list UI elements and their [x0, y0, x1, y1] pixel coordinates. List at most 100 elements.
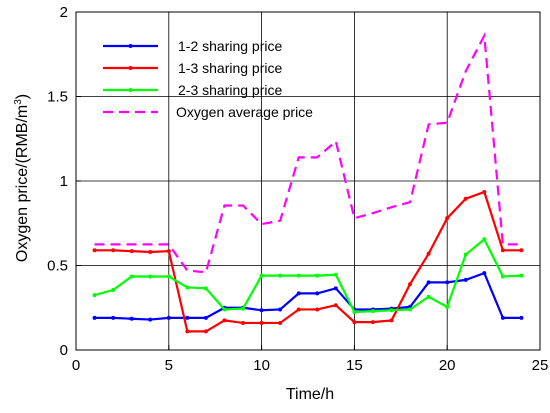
series-3 — [92, 237, 524, 314]
legend-label: 1-3 sharing price — [178, 60, 282, 76]
series-1 — [92, 271, 524, 322]
data-point — [278, 307, 283, 312]
data-point — [333, 272, 338, 277]
data-point — [445, 304, 450, 309]
data-point — [129, 274, 134, 279]
y-tick-label: 2 — [60, 4, 68, 21]
legend-marker — [128, 44, 133, 48]
data-point — [222, 318, 227, 323]
data-point — [315, 307, 320, 312]
series-line — [94, 237, 522, 314]
data-point — [445, 216, 450, 221]
data-point — [278, 273, 283, 278]
data-point — [370, 320, 375, 325]
series-group — [92, 31, 524, 334]
data-point — [408, 282, 413, 287]
data-point — [296, 291, 301, 296]
data-point — [203, 329, 208, 334]
legend-item: 1-3 sharing price — [103, 60, 282, 76]
data-point — [519, 273, 524, 278]
data-point — [426, 294, 431, 299]
legend-marker — [128, 88, 133, 92]
data-point — [389, 318, 394, 323]
data-point — [333, 303, 338, 308]
data-point — [333, 286, 338, 291]
data-point — [185, 329, 190, 334]
series-4 — [94, 31, 522, 274]
data-point — [463, 277, 468, 282]
legend-label: Oxygen average price — [176, 104, 313, 120]
data-point — [408, 307, 413, 312]
data-point — [463, 196, 468, 201]
x-axis-label: Time/h — [286, 386, 334, 403]
data-point — [92, 248, 97, 253]
series-2 — [92, 189, 524, 334]
x-tick-label: 10 — [253, 357, 270, 374]
data-point — [203, 315, 208, 320]
data-point — [148, 317, 153, 322]
data-point — [482, 189, 487, 194]
data-point — [426, 280, 431, 285]
y-axis-label-superscript: 3 — [13, 99, 24, 105]
data-point — [352, 320, 357, 325]
x-tick-label: 15 — [346, 357, 363, 374]
data-point — [166, 249, 171, 254]
legend-label: 1-2 sharing price — [178, 38, 282, 54]
data-point — [315, 291, 320, 296]
y-tick-label: 1.5 — [47, 89, 68, 106]
data-point — [185, 315, 190, 320]
data-point — [222, 307, 227, 312]
y-tick-label: 1 — [60, 173, 68, 190]
series-line — [94, 31, 522, 274]
data-point — [500, 248, 505, 253]
series-line — [94, 190, 522, 333]
x-tick-label: 0 — [72, 357, 80, 374]
data-point — [500, 315, 505, 320]
series-line — [94, 271, 522, 321]
x-tick-label: 20 — [439, 357, 456, 374]
x-tick-label: 25 — [532, 357, 549, 374]
y-axis-label-main: Oxygen price/(RMB/m — [14, 105, 31, 262]
data-point — [148, 249, 153, 254]
data-point — [241, 320, 246, 325]
data-point — [111, 315, 116, 320]
data-point — [92, 315, 97, 320]
data-point — [482, 271, 487, 276]
y-tick-label: 0 — [60, 342, 68, 359]
data-point — [296, 273, 301, 278]
data-point — [185, 285, 190, 290]
data-point — [129, 249, 134, 254]
grid — [76, 12, 540, 350]
data-point — [111, 288, 116, 293]
data-point — [463, 252, 468, 257]
data-point — [166, 315, 171, 320]
data-point — [426, 251, 431, 256]
data-point — [315, 273, 320, 278]
legend-marker — [128, 66, 133, 70]
data-point — [111, 248, 116, 253]
data-point — [500, 274, 505, 279]
data-point — [259, 320, 264, 325]
data-point — [259, 273, 264, 278]
y-tick-label: 0.5 — [47, 258, 68, 275]
legend-item: Oxygen average price — [103, 104, 313, 120]
data-point — [482, 237, 487, 242]
data-point — [259, 308, 264, 313]
x-tick-label: 5 — [165, 357, 173, 374]
data-point — [370, 309, 375, 314]
y-axis-label-close: ) — [14, 94, 31, 99]
data-point — [241, 306, 246, 311]
data-point — [166, 274, 171, 279]
data-point — [148, 274, 153, 279]
y-axis-label: Oxygen price/(RMB/m3) — [13, 94, 31, 262]
legend-item: 1-2 sharing price — [103, 38, 282, 54]
data-point — [296, 307, 301, 312]
data-point — [519, 248, 524, 253]
data-point — [352, 309, 357, 314]
data-point — [129, 316, 134, 321]
data-point — [278, 320, 283, 325]
data-point — [203, 286, 208, 291]
data-point — [389, 308, 394, 313]
